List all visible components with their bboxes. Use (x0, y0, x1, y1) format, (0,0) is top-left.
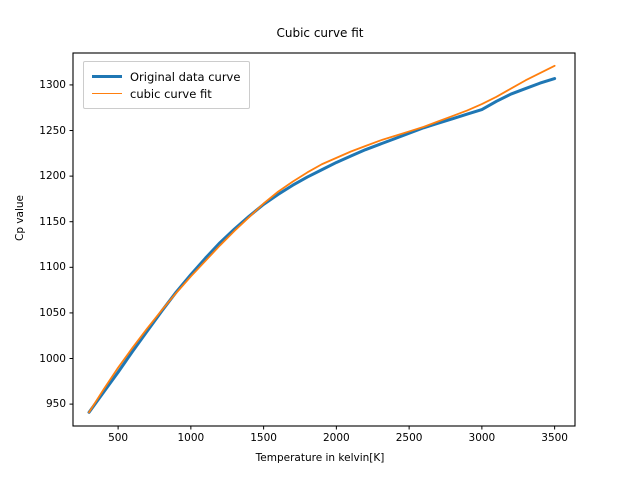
legend-label-cubic: cubic curve fit (130, 86, 212, 101)
y-tick-label: 1250 (39, 124, 66, 137)
series-line-cubic-fit (88, 64, 556, 414)
y-tick-label: 1100 (39, 261, 66, 274)
chart-title: Cubic curve fit (276, 26, 364, 40)
y-tick-label: 1050 (39, 306, 66, 319)
axes-frame (72, 52, 576, 427)
x-tick-label: 3500 (541, 432, 568, 444)
x-tick-label: 2500 (395, 432, 423, 444)
y-tick-label: 1200 (39, 170, 66, 183)
y-tick-label: 1000 (39, 352, 66, 365)
y-tick-label: 950 (45, 398, 66, 411)
legend-swatch-original (92, 75, 122, 78)
x-tick-label: 1500 (250, 432, 277, 444)
x-axis-label: Temperature in kelvin[K] (255, 452, 385, 464)
x-tick-label: 500 (108, 432, 129, 444)
legend-swatch-cubic (92, 93, 122, 94)
data-series (87, 64, 557, 414)
y-axis-label: Cp value (14, 195, 26, 242)
x-tick-label: 1000 (177, 432, 205, 444)
x-tick-label: 2000 (322, 432, 350, 444)
legend-entry-cubic: cubic curve fit (92, 85, 240, 102)
y-tick-label: 1300 (39, 78, 66, 91)
tick-marks (69, 84, 556, 430)
legend: Original data curve cubic curve fit (83, 61, 251, 109)
x-tick-label: 3000 (468, 432, 496, 444)
legend-label-original: Original data curve (130, 69, 241, 84)
y-tick-label: 1150 (39, 215, 66, 228)
legend-entry-original: Original data curve (92, 68, 240, 85)
axes-background (73, 53, 575, 426)
